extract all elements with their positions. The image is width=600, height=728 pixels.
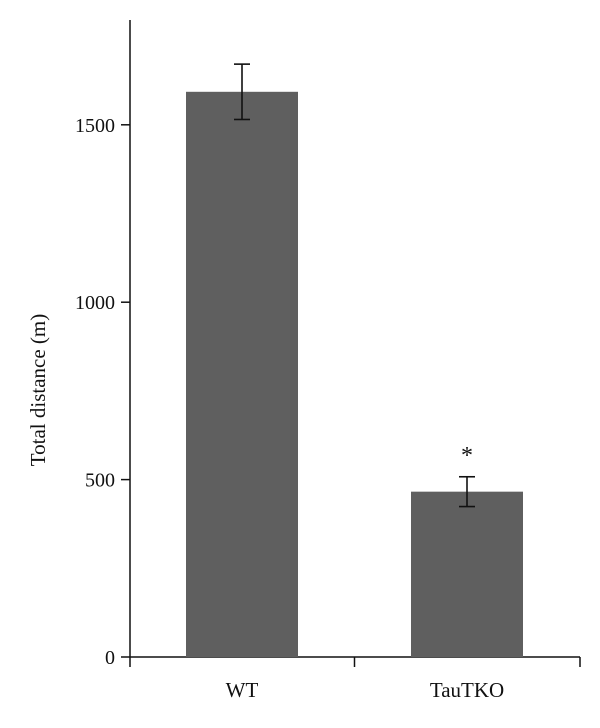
- y-axis-title: Total distance (m): [26, 314, 50, 466]
- labels-group: WT TauTKO *: [226, 443, 505, 702]
- x-category-label: WT: [226, 678, 259, 702]
- x-category-label: TauTKO: [430, 678, 504, 702]
- x-axis: [129, 656, 581, 667]
- y-tick-label: 0: [105, 647, 115, 669]
- y-tick-label: 500: [85, 470, 115, 492]
- y-tick-label: 1000: [75, 292, 115, 314]
- error-bars-group: [234, 63, 475, 508]
- y-axis: 0 500 1000 1500: [75, 20, 131, 669]
- bar-tautko: [411, 491, 523, 657]
- significance-marker: *: [461, 443, 473, 469]
- bar-wt: [186, 91, 298, 658]
- bars-group: [186, 91, 523, 658]
- y-tick-label: 1500: [75, 115, 115, 137]
